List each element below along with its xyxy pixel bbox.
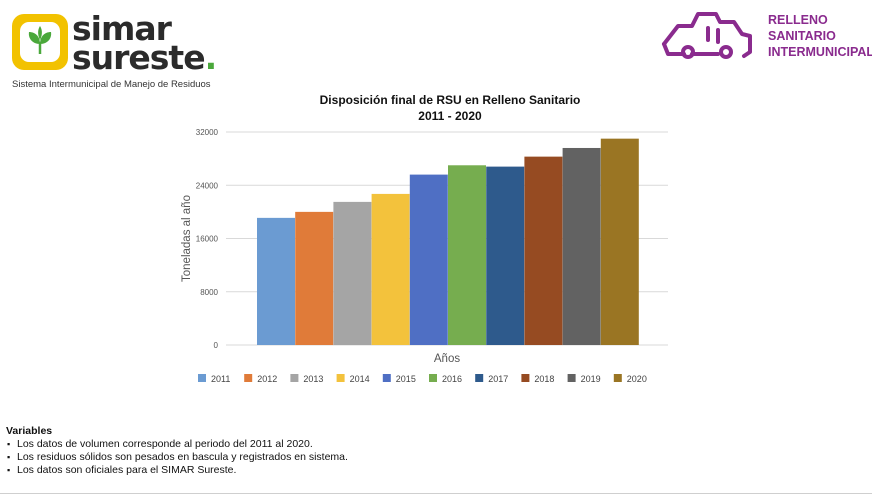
notes-item: Los datos de volumen corresponde al peri… bbox=[7, 438, 348, 451]
logo-dot: . bbox=[204, 38, 218, 77]
bar-chart: 0 8000 16000 24000 32000 Toneladas al año Años… bbox=[181, 128, 668, 384]
relleno-text: RELLENO SANITARIO INTERMUNICIPAL bbox=[768, 12, 872, 60]
bar-2018 bbox=[524, 156, 563, 345]
legend-swatch bbox=[613, 374, 622, 382]
sprout-leaf-icon bbox=[28, 26, 52, 54]
bar-2013 bbox=[333, 201, 372, 345]
notes-list: Los datos de volumen corresponde al peri… bbox=[6, 438, 348, 477]
relleno-line-2: SANITARIO bbox=[768, 29, 836, 43]
legend-label: 2017 bbox=[488, 374, 508, 384]
legend-label: 2012 bbox=[257, 374, 277, 384]
bottom-divider bbox=[0, 493, 872, 494]
y-axis-label: Toneladas al año bbox=[181, 195, 193, 282]
relleno-line-1: RELLENO bbox=[768, 13, 828, 27]
simar-sureste-logo: simar sureste. Sistema Intermunicipal de… bbox=[8, 8, 238, 90]
legend-label: 2014 bbox=[350, 374, 370, 384]
garbage-compactor-truck-icon bbox=[662, 12, 752, 59]
legend-label: 2019 bbox=[581, 374, 601, 384]
legend-swatch bbox=[567, 374, 576, 382]
legend-label: 2020 bbox=[627, 374, 647, 384]
bar-2012 bbox=[295, 211, 334, 345]
bar-2015 bbox=[409, 174, 448, 345]
bar-2011 bbox=[257, 217, 295, 345]
legend-label: 2016 bbox=[442, 374, 462, 384]
logo-tagline: Sistema Intermunicipal de Manejo de Resi… bbox=[12, 79, 211, 90]
legend-label: 2011 bbox=[211, 374, 230, 384]
logo-word-simar: simar bbox=[72, 9, 172, 48]
legend-swatch bbox=[429, 374, 437, 382]
legend-swatch bbox=[475, 374, 484, 382]
legend-label: 2013 bbox=[303, 374, 323, 384]
x-axis-label: Años bbox=[434, 353, 460, 365]
chart-title: Disposición final de RSU en Relleno Sani… bbox=[319, 93, 581, 107]
legend-swatch bbox=[244, 374, 253, 382]
notes-section: Variables Los datos de volumen correspon… bbox=[6, 425, 348, 477]
legend-swatch bbox=[198, 374, 206, 382]
legend-swatch bbox=[382, 374, 391, 382]
y-tick-label: 8000 bbox=[200, 288, 218, 297]
notes-item: Los datos son oficiales para el SIMAR Su… bbox=[7, 464, 348, 477]
legend-label: 2015 bbox=[396, 374, 416, 384]
bar-2020 bbox=[600, 138, 639, 345]
bar-2019 bbox=[562, 147, 601, 345]
legend-label: 2018 bbox=[534, 374, 554, 384]
logo-word-sureste-text: sureste bbox=[72, 38, 206, 77]
notes-item: Los residuos sólidos son pesados en basc… bbox=[7, 451, 348, 464]
legend-swatch bbox=[290, 374, 299, 382]
notes-title: Variables bbox=[6, 425, 53, 437]
relleno-line-3: INTERMUNICIPAL bbox=[768, 45, 872, 59]
logo-word-sureste: sureste. bbox=[72, 38, 218, 77]
legend-swatch bbox=[336, 374, 345, 382]
y-tick-label: 24000 bbox=[196, 181, 219, 190]
y-tick-label: 16000 bbox=[196, 235, 219, 244]
bar-2014 bbox=[371, 193, 410, 345]
bar-2017 bbox=[486, 166, 525, 345]
chart-subtitle: 2011 - 2020 bbox=[418, 109, 482, 123]
y-tick-label: 0 bbox=[214, 341, 219, 350]
bar-2016 bbox=[448, 165, 486, 345]
legend-swatch bbox=[521, 374, 530, 382]
logo-badge bbox=[12, 14, 68, 70]
y-tick-label: 32000 bbox=[196, 128, 219, 137]
relleno-sanitario-logo: RELLENO SANITARIO INTERMUNICIPAL bbox=[658, 8, 872, 68]
